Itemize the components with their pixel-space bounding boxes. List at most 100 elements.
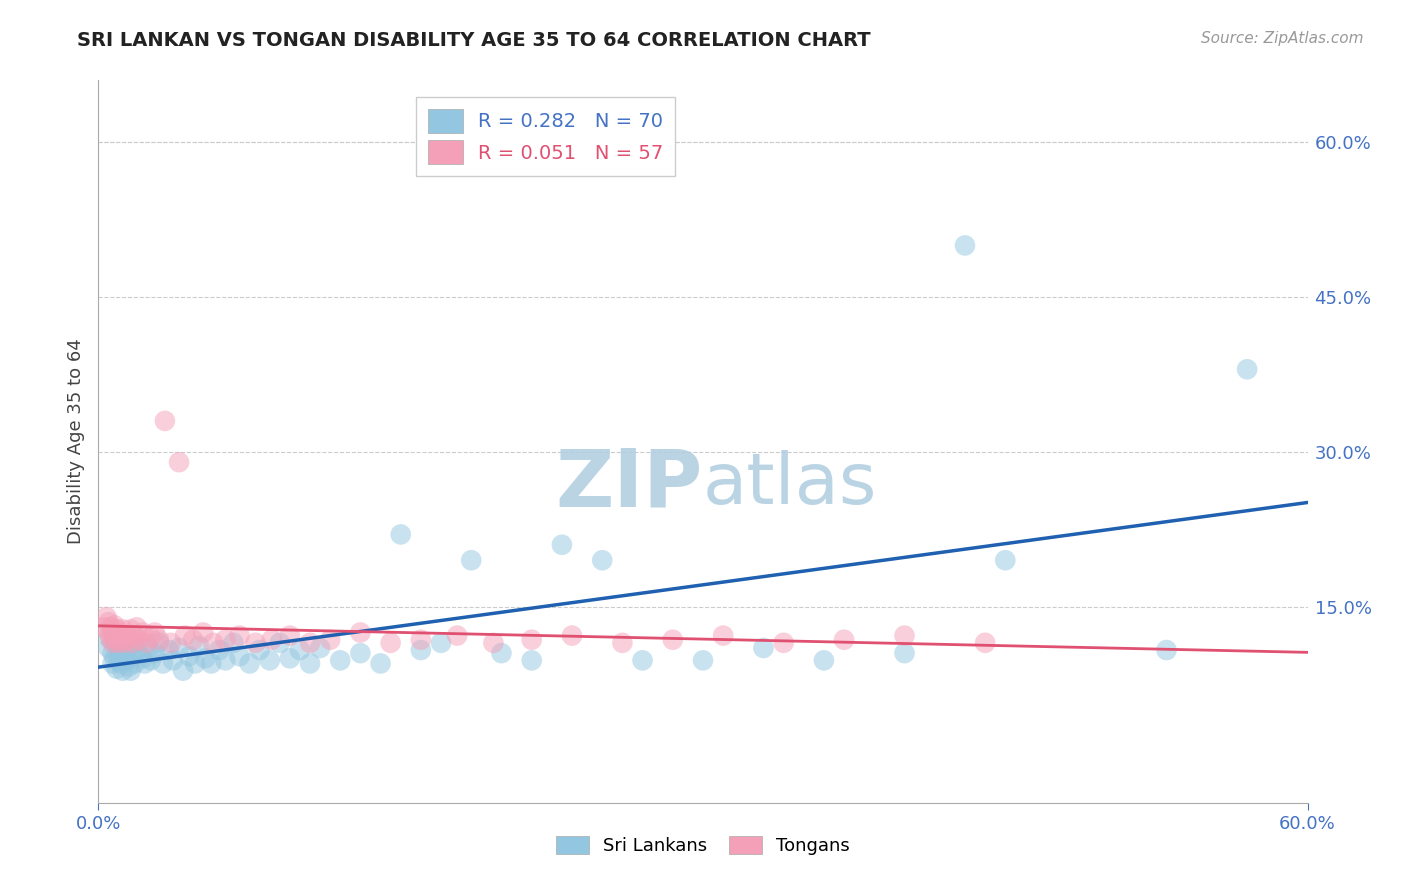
Tongans xyxy=(380,636,402,650)
Tongans xyxy=(832,632,855,647)
Sri Lankans xyxy=(148,636,170,650)
Tongans xyxy=(118,632,141,647)
Tongans xyxy=(135,636,157,650)
Y-axis label: Disability Age 35 to 64: Disability Age 35 to 64 xyxy=(66,339,84,544)
Tongans xyxy=(661,632,683,647)
Tongans xyxy=(143,625,166,640)
Sri Lankans xyxy=(157,643,180,657)
Sri Lankans xyxy=(97,640,120,655)
Sri Lankans xyxy=(259,653,281,667)
Sri Lankans xyxy=(138,640,160,655)
Tongans xyxy=(278,629,301,643)
Tongans xyxy=(174,629,197,643)
Tongans xyxy=(105,629,128,643)
Legend: Sri Lankans, Tongans: Sri Lankans, Tongans xyxy=(550,829,856,863)
Sri Lankans xyxy=(110,639,132,653)
Sri Lankans xyxy=(288,643,311,657)
Sri Lankans xyxy=(115,653,138,667)
Text: SRI LANKAN VS TONGAN DISABILITY AGE 35 TO 64 CORRELATION CHART: SRI LANKAN VS TONGAN DISABILITY AGE 35 T… xyxy=(77,31,870,50)
Sri Lankans xyxy=(752,640,775,655)
Sri Lankans xyxy=(349,646,371,660)
Sri Lankans xyxy=(370,657,392,671)
Sri Lankans xyxy=(114,646,136,660)
Sri Lankans xyxy=(167,640,190,655)
Sri Lankans xyxy=(97,631,120,645)
Sri Lankans xyxy=(994,553,1017,567)
Tongans xyxy=(111,623,134,637)
Sri Lankans xyxy=(1156,643,1178,657)
Sri Lankans xyxy=(214,653,236,667)
Sri Lankans xyxy=(101,657,124,671)
Tongans xyxy=(711,629,734,643)
Sri Lankans xyxy=(143,646,166,660)
Tongans xyxy=(202,636,225,650)
Tongans xyxy=(114,636,136,650)
Sri Lankans xyxy=(128,636,150,650)
Sri Lankans xyxy=(162,653,184,667)
Tongans xyxy=(132,625,155,640)
Tongans xyxy=(319,632,342,647)
Sri Lankans xyxy=(134,657,156,671)
Sri Lankans xyxy=(692,653,714,667)
Tongans xyxy=(299,636,322,650)
Tongans xyxy=(121,636,143,650)
Tongans xyxy=(103,632,125,647)
Sri Lankans xyxy=(631,653,654,667)
Sri Lankans xyxy=(139,653,162,667)
Tongans xyxy=(974,636,997,650)
Sri Lankans xyxy=(491,646,513,660)
Sri Lankans xyxy=(813,653,835,667)
Sri Lankans xyxy=(107,653,129,667)
Sri Lankans xyxy=(152,657,174,671)
Tongans xyxy=(120,623,142,637)
Sri Lankans xyxy=(107,643,129,657)
Sri Lankans xyxy=(269,636,291,650)
Sri Lankans xyxy=(103,651,125,665)
Tongans xyxy=(167,455,190,469)
Tongans xyxy=(101,636,124,650)
Sri Lankans xyxy=(893,646,915,660)
Sri Lankans xyxy=(194,651,217,665)
Tongans xyxy=(96,610,118,624)
Text: ZIP: ZIP xyxy=(555,446,703,524)
Text: Source: ZipAtlas.com: Source: ZipAtlas.com xyxy=(1201,31,1364,46)
Tongans xyxy=(245,636,267,650)
Sri Lankans xyxy=(132,651,155,665)
Tongans xyxy=(93,620,115,634)
Sri Lankans xyxy=(208,643,231,657)
Tongans xyxy=(520,632,543,647)
Tongans xyxy=(100,631,122,645)
Sri Lankans xyxy=(101,646,124,660)
Sri Lankans xyxy=(329,653,352,667)
Sri Lankans xyxy=(278,651,301,665)
Sri Lankans xyxy=(188,639,211,653)
Sri Lankans xyxy=(105,636,128,650)
Tongans xyxy=(349,625,371,640)
Sri Lankans xyxy=(228,649,250,664)
Sri Lankans xyxy=(179,649,201,664)
Tongans xyxy=(105,623,128,637)
Tongans xyxy=(228,629,250,643)
Tongans xyxy=(107,636,129,650)
Tongans xyxy=(128,632,150,647)
Sri Lankans xyxy=(124,657,146,671)
Sri Lankans xyxy=(111,664,134,678)
Sri Lankans xyxy=(520,653,543,667)
Tongans xyxy=(409,632,432,647)
Sri Lankans xyxy=(389,527,412,541)
Sri Lankans xyxy=(121,649,143,664)
Sri Lankans xyxy=(409,643,432,657)
Sri Lankans xyxy=(110,657,132,671)
Tongans xyxy=(97,615,120,630)
Tongans xyxy=(772,636,794,650)
Tongans xyxy=(139,631,162,645)
Sri Lankans xyxy=(551,538,574,552)
Sri Lankans xyxy=(118,640,141,655)
Sri Lankans xyxy=(309,640,332,655)
Tongans xyxy=(160,636,183,650)
Sri Lankans xyxy=(249,643,271,657)
Sri Lankans xyxy=(239,657,262,671)
Tongans xyxy=(125,620,148,634)
Sri Lankans xyxy=(430,636,453,650)
Tongans xyxy=(101,625,124,640)
